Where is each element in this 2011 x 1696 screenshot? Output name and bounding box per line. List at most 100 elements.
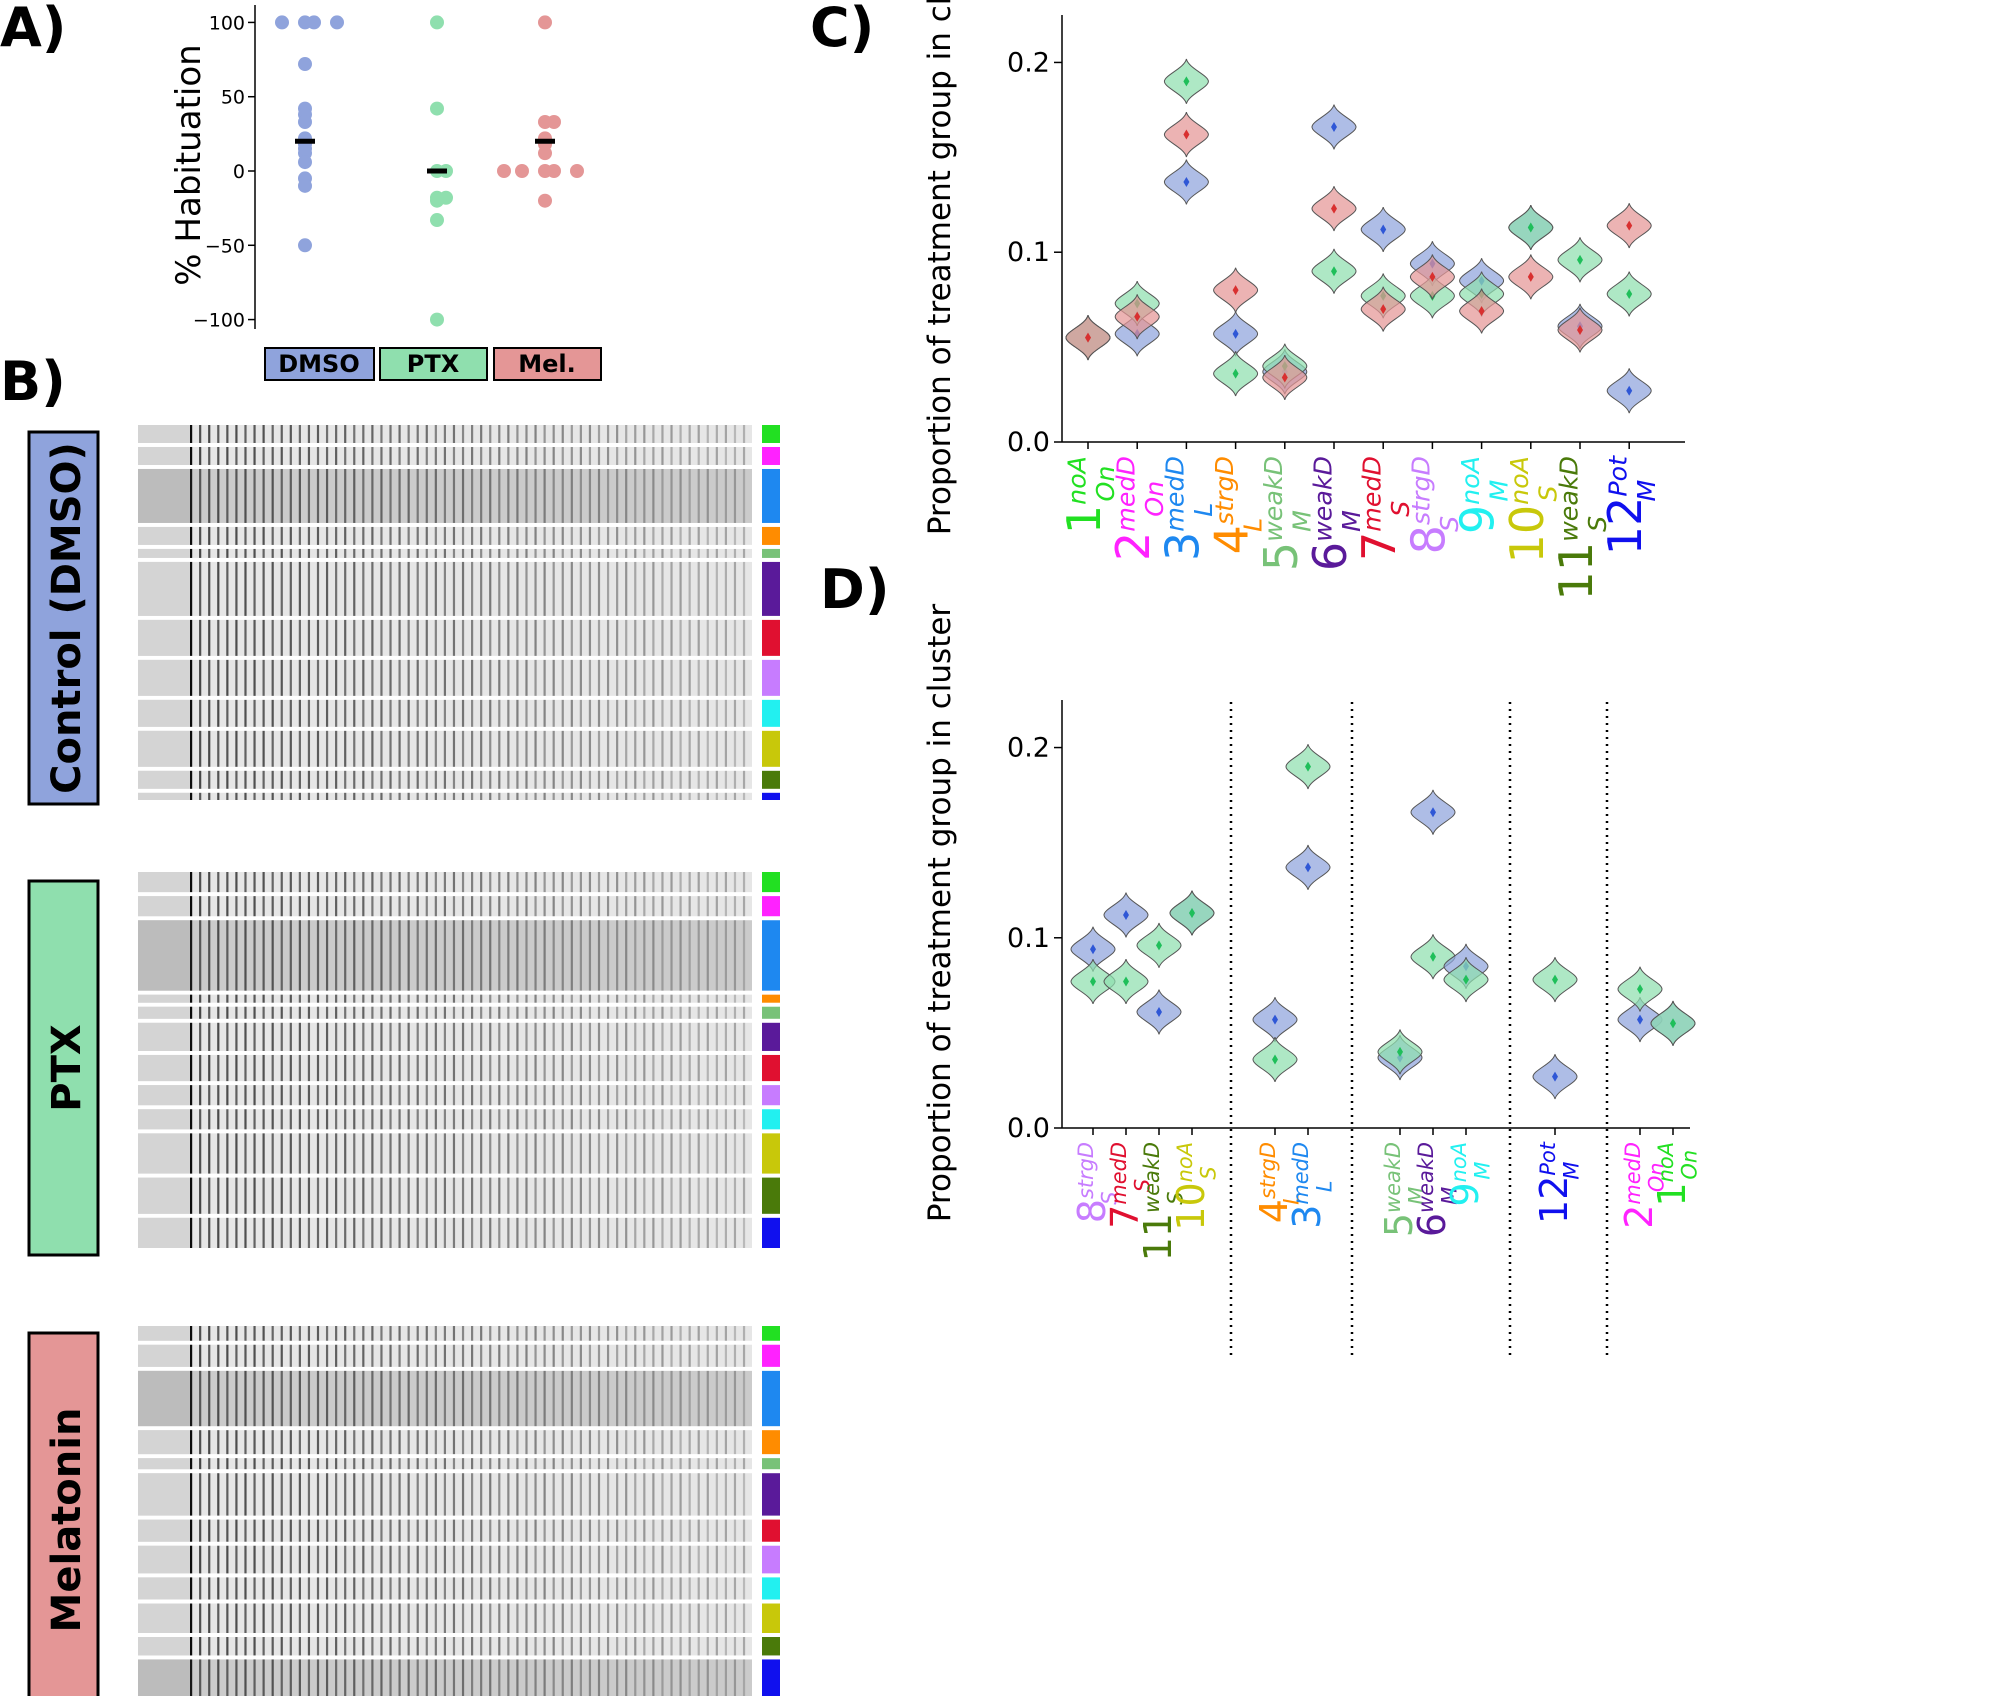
raster-stimulus-line: [371, 770, 374, 789]
raster-stimulus-line: [325, 1109, 329, 1130]
raster-stimulus-line: [235, 1344, 238, 1367]
raster-stimulus-line: [398, 1637, 401, 1656]
raster-stimulus-line: [371, 619, 374, 656]
violin-mean-marker: [1090, 976, 1096, 987]
raster-strip: [138, 1430, 780, 1455]
raster-stimulus-line: [407, 468, 410, 523]
raster-stimulus-line: [606, 1109, 610, 1130]
raster-baseline: [138, 1177, 190, 1214]
raster-stimulus-line: [543, 994, 546, 1003]
raster-stimulus-line: [634, 1217, 637, 1248]
raster-stimulus-line: [516, 1344, 519, 1367]
raster-stimulus-line: [226, 425, 229, 443]
raster-stimulus-line: [407, 896, 410, 917]
raster-stimulus-line: [597, 920, 601, 991]
raster-stimulus-line: [344, 468, 347, 523]
raster-stimulus-line: [661, 1177, 664, 1214]
raster-stimulus-line: [262, 1430, 265, 1455]
raster-stimulus-line: [380, 561, 383, 616]
raster-stimulus-line: [344, 425, 347, 443]
raster-stimulus-line: [715, 920, 718, 991]
raster-stimulus-line: [525, 561, 528, 616]
raster-stimulus-line: [461, 468, 465, 523]
raster-stimulus-line: [271, 1430, 274, 1455]
raster-stimulus-line: [471, 1085, 474, 1106]
violin-mean-marker: [1156, 940, 1162, 951]
raster-stimulus-line: [643, 548, 646, 558]
raster-stimulus-line: [625, 619, 628, 656]
raster-stimulus-line: [316, 792, 320, 800]
raster-stimulus-line: [706, 1109, 709, 1130]
raster-stimulus-line: [552, 1545, 555, 1574]
raster-stimulus-line: [217, 872, 220, 893]
raster-stimulus-line: [443, 1177, 447, 1214]
raster-stimulus-line: [661, 1458, 664, 1470]
cluster-subscript: M: [1484, 480, 1513, 502]
raster-stimulus-line: [552, 1022, 555, 1051]
raster-stimulus-line: [552, 1473, 555, 1516]
raster-stimulus-line: [425, 1370, 428, 1427]
raster-stimulus-line: [706, 1603, 709, 1634]
raster-stimulus-line: [344, 1473, 347, 1516]
raster-stimulus-line: [516, 770, 519, 789]
raster-stimulus-line: [570, 1637, 573, 1656]
raster-stimulus-line: [679, 619, 682, 656]
raster-stimulus-line: [316, 1370, 320, 1427]
raster-stimulus-line: [344, 548, 347, 558]
raster-stimulus-line: [724, 1006, 728, 1019]
raster-stimulus-line: [407, 1022, 410, 1051]
raster-stimulus-line: [570, 1133, 573, 1174]
raster-stimulus-line: [398, 619, 401, 656]
raster-stimulus-line: [262, 1326, 265, 1341]
violin-mean-marker: [1331, 121, 1337, 132]
raster-stimulus-line: [380, 1217, 383, 1248]
raster-stimulus-line: [389, 425, 392, 443]
raster-stimulus-line: [534, 872, 537, 893]
cluster-subscript: M: [1288, 510, 1317, 532]
raster-stimulus-line: [588, 1177, 592, 1214]
violin-dmso: [1360, 206, 1406, 253]
raster-stimulus-line: [380, 792, 383, 800]
raster-stimulus-line: [652, 770, 655, 789]
raster-stimulus-line: [190, 1637, 193, 1656]
raster-stimulus-line: [434, 1603, 437, 1634]
raster-stimulus-line: [643, 619, 646, 656]
raster-stimulus-line: [552, 1006, 555, 1019]
cluster-color-tag: [762, 1519, 780, 1542]
raster-stimulus-line: [416, 548, 419, 558]
raster-bg: [138, 1054, 752, 1082]
raster-stimulus-line: [570, 425, 573, 443]
raster-stimulus-line: [199, 994, 202, 1003]
data-point: [307, 15, 321, 30]
raster-stimulus-line: [271, 730, 274, 767]
raster-stimulus-line: [271, 619, 274, 656]
raster-stimulus-line: [461, 792, 465, 800]
raster-stimulus-line: [452, 619, 456, 656]
raster-stimulus-line: [634, 1109, 637, 1130]
raster-stimulus-line: [697, 872, 700, 893]
raster-stimulus-line: [298, 770, 301, 789]
raster-stimulus-line: [543, 1133, 546, 1174]
raster-stimulus-line: [570, 1458, 573, 1470]
raster-stimulus-line: [316, 1545, 320, 1574]
raster-stimulus-line: [597, 1473, 601, 1516]
raster-stimulus-line: [452, 1326, 456, 1341]
raster-stimulus-line: [552, 1370, 555, 1427]
raster-stimulus-line: [480, 699, 483, 727]
raster-stimulus-line: [353, 699, 356, 727]
cluster-color-tag: [762, 699, 780, 727]
raster-stimulus-line: [443, 468, 447, 523]
cluster-tick-label: 2medDOn: [1106, 456, 1169, 561]
raster-stimulus-line: [443, 1458, 447, 1470]
raster-stimulus-line: [443, 994, 447, 1003]
raster-stimulus-line: [724, 1458, 728, 1470]
raster-stimulus-line: [217, 1177, 220, 1214]
raster-stimulus-line: [543, 561, 546, 616]
raster-stimulus-line: [706, 1085, 709, 1106]
raster-strip: [138, 1326, 780, 1341]
raster-stimulus-line: [298, 994, 301, 1003]
raster-stimulus-line: [625, 699, 628, 727]
raster-stimulus-line: [298, 1109, 301, 1130]
raster-stimulus-line: [561, 468, 564, 523]
raster-stimulus-line: [452, 1344, 456, 1367]
